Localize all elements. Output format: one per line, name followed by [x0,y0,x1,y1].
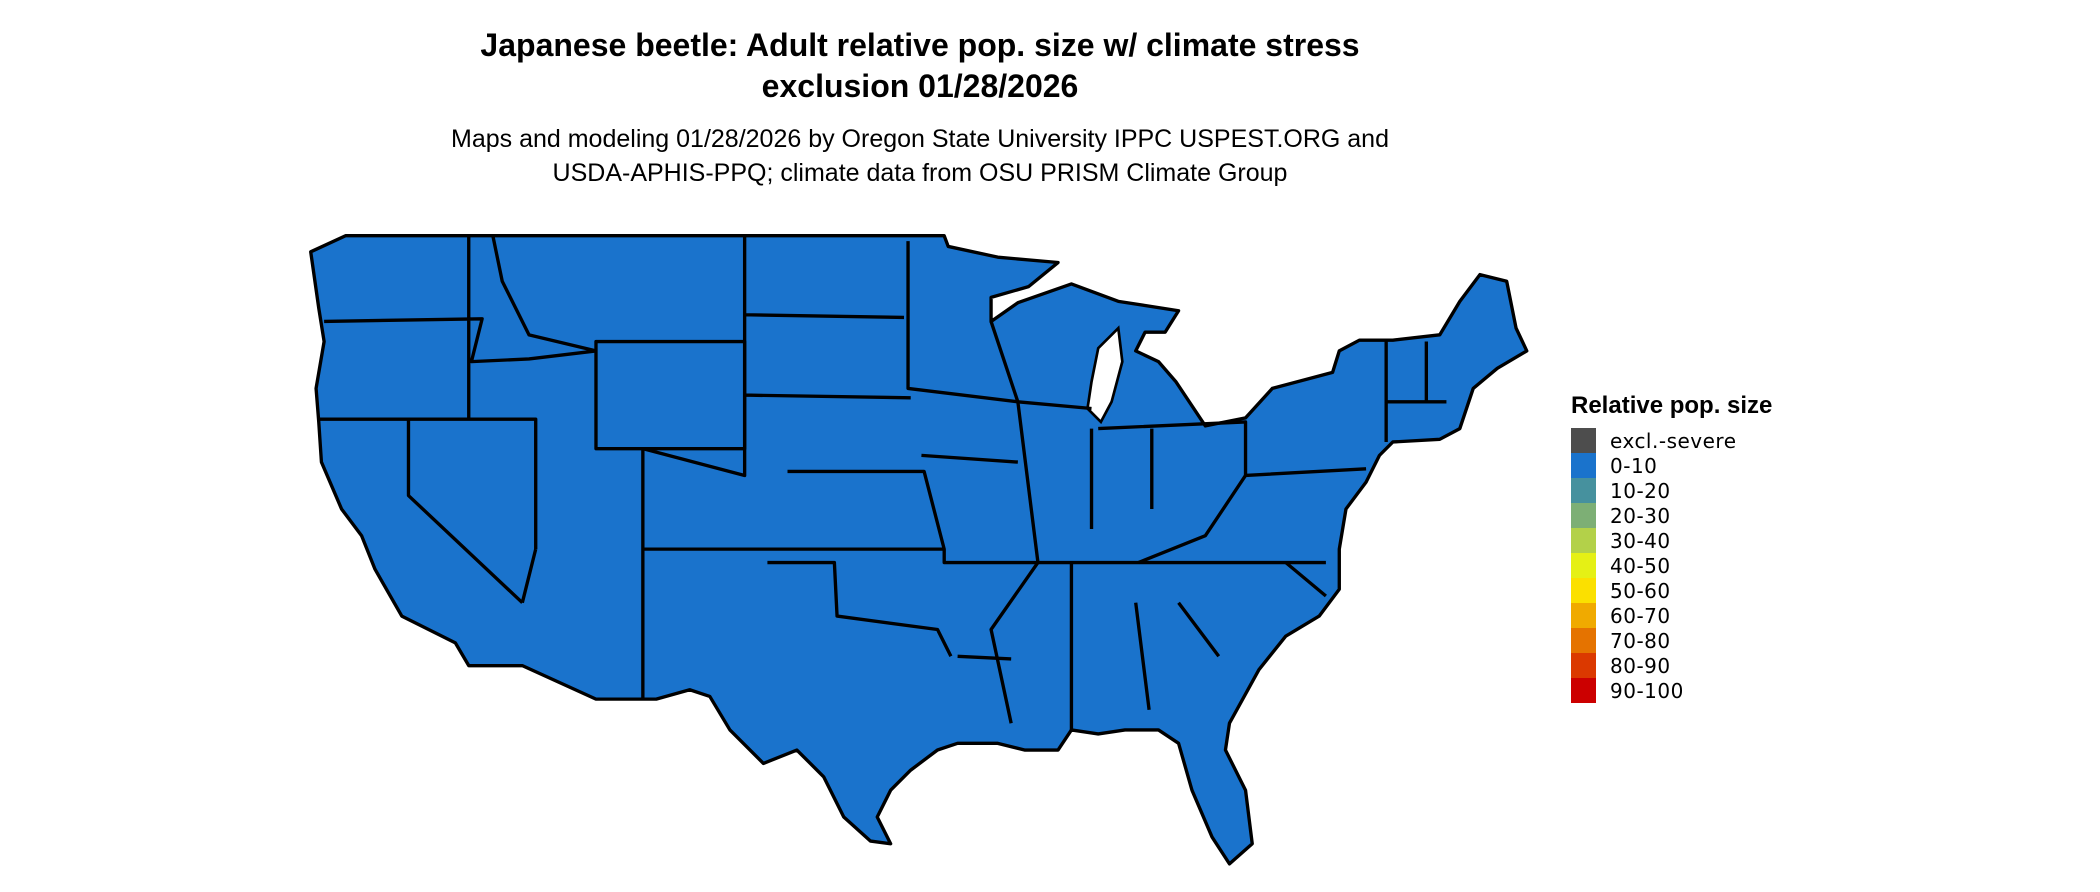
legend-label: 40-50 [1610,553,1671,578]
legend-label: 60-70 [1610,603,1671,628]
map-title-line2: exclusion 01/28/2026 [761,68,1079,104]
legend-item: 90-100 [1571,678,1772,703]
legend-swatch [1571,678,1596,703]
legend-item: 80-90 [1571,653,1772,678]
legend-item: 30-40 [1571,528,1772,553]
legend-swatch [1571,428,1596,453]
legend-swatch [1571,653,1596,678]
legend-item: 60-70 [1571,603,1772,628]
legend-label: 10-20 [1610,478,1671,503]
legend-item: 50-60 [1571,578,1772,603]
legend: Relative pop. size excl.-severe 0-10 10-20… [1571,392,1772,703]
legend-label: 70-80 [1610,628,1671,653]
map-subtitle-line2: USDA-APHIS-PPQ; climate data from OSU PR… [552,159,1288,187]
legend-swatch [1571,478,1596,503]
legend-label: 0-10 [1610,453,1658,478]
legend-label: 90-100 [1610,678,1684,703]
legend-label: 50-60 [1610,578,1671,603]
map-subtitle-line1: Maps and modeling 01/28/2026 by Oregon S… [451,125,1389,153]
legend-item: excl.-severe [1571,428,1772,453]
legend-swatch [1571,603,1596,628]
legend-title: Relative pop. size [1571,392,1773,419]
legend-item: 40-50 [1571,553,1772,578]
legend-swatch [1571,453,1596,478]
state-borders [318,235,1447,730]
legend-label: 80-90 [1610,653,1671,678]
legend-label: 30-40 [1610,528,1671,553]
map-title-line1: Japanese beetle: Adult relative pop. siz… [480,27,1360,63]
lake-michigan [1086,325,1124,425]
legend-item: 10-20 [1571,478,1772,503]
legend-swatch [1571,553,1596,578]
legend-label: 20-30 [1610,503,1671,528]
legend-swatch [1571,503,1596,528]
legend-item: 20-30 [1571,503,1772,528]
legend-swatch [1571,628,1596,653]
legend-swatch [1571,578,1596,603]
legend-item: 0-10 [1571,453,1772,478]
legend-swatch [1571,528,1596,553]
legend-item: 70-80 [1571,628,1772,653]
legend-label: excl.-severe [1610,428,1737,453]
